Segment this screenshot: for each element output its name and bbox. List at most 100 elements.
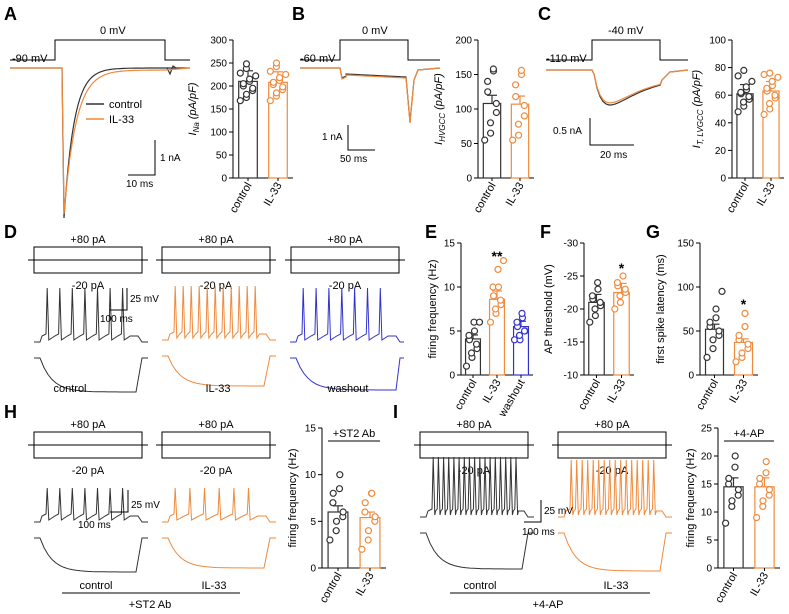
chart-c: 0 20 40 60 80 100 control IL-33 IT, LVGCC (pA/pF) [691,36,784,215]
chartA-ytick-label-6: 300 [210,36,227,47]
panel-h-scalebar [110,490,129,513]
chartE-point-2-4 [520,327,529,335]
panel-c-letter: C [538,4,551,24]
chartH-point-0-7 [335,485,344,493]
chartA-ytick-label-2: 100 [210,128,227,139]
chartH-point-0-1 [332,527,340,535]
panel-h-trace-il33 [162,487,276,569]
chartC-point-1-0 [760,110,768,119]
panel-e-letter: E [425,222,437,242]
panel-b-scale-y: 1 nA [322,132,343,143]
panel-i-scalebar [524,500,542,523]
chartF-ytick-label-1: -25 [564,272,579,283]
chartA-axes [232,40,293,179]
panel-a-hold-label: -90 mV [12,53,48,65]
chartA-point-1-9 [282,70,290,79]
i-ctl-stim-pos-label: +80 pA [456,419,492,431]
panel-c-test-label: -40 mV [608,25,644,37]
chartF-ytick-label-3: -15 [564,338,579,349]
chartB-point-0-0 [481,136,489,144]
panel-i-scale-x: 100 ms [522,527,555,538]
d-wo-stim-neg-label: -20 pA [329,280,362,292]
chartC-ytick-label-5: 100 [709,36,726,47]
chartE-point-1-5 [489,292,498,300]
chartG-point-0-1 [709,345,717,353]
chartF-ylabel: AP threshold (mV) [543,264,555,354]
chartF-xlabel-1: IL-33 [605,378,628,406]
chartB-point-1-3 [520,112,529,120]
chartG-ylabel: first spike latency (ms) [655,254,667,363]
chartF-point-1-0 [611,305,619,313]
chartF-ytick-label-2: -20 [564,305,579,316]
chartE-ytick-label-0: 0 [449,371,455,382]
panel-b: B -60 mV 0 mV 1 nA 50 ms [292,4,441,165]
panel-c-scale-y: 0.5 nA [553,126,582,137]
chartH-point-1-8 [368,489,376,497]
panel-f-letter: F [540,222,551,242]
chartE-point-2-8 [518,309,526,317]
panel-d-letter: D [4,222,17,242]
chartA-point-0-12 [242,60,251,68]
chartF-point-1-2 [616,292,624,300]
panel-c: C -110 mV -40 mV 0.5 nA 20 ms [538,4,689,161]
chartG-ytick-label-0: 0 [688,371,694,382]
panel-d-label-control: control [53,383,86,395]
panel-c-voltage-step [546,39,688,61]
chartA-ytick-label-0: 0 [221,174,227,185]
chartB-point-0-2 [486,119,495,127]
panel-c-trace-il33 [546,69,689,104]
chartA-xlabel-1: IL-33 [262,181,285,209]
chartG-ytick-label-1: 50 [683,327,695,338]
panel-h-trace-control [34,487,148,573]
chartI-point-0-6 [725,474,733,482]
chartA-point-1-0 [266,97,274,105]
chartC-point-0-10 [734,72,742,80]
chartF-point-1-1 [616,298,625,306]
chartI-ytick-label-1: 5 [706,536,712,547]
chartG-point-1-8 [741,309,749,317]
chartI-xlabel-1: IL-33 [748,571,771,599]
panel-d-stimuli: +80 pA -20 pA +80 pA -20 pA +80 pA -20 pA [28,234,405,292]
chartA-point-0-2 [242,90,251,98]
chartI-xlabel-0: control [713,571,740,606]
chartH-point-0-5 [329,499,337,507]
chartB-ytick-label-4: 200 [455,36,472,47]
panel-a-scalebar [128,140,156,176]
chartE-point-1-2 [491,305,500,313]
chartB-xlabel-1: IL-33 [504,181,527,209]
chartC-ylabel: IT, LVGCC (pA/pF) [691,69,705,148]
chartB-point-0-1 [487,129,495,137]
legend-il33-label: IL-33 [109,114,134,126]
chartE-point-0-9 [475,318,484,326]
chartB-ylabel-sub: HVGCC [438,113,447,142]
chartA-ytick-label-5: 250 [210,59,227,70]
chartC-point-1-6 [763,84,771,92]
chartE-point-0-6 [465,331,473,339]
panel-c-trace-control [546,69,689,106]
h-il-stim-neg-label: -20 pA [200,465,233,477]
chartH-point-0-6 [329,489,337,497]
chartC-point-0-0 [734,108,742,116]
chartC-ytick-label-4: 80 [715,63,727,74]
panel-i-stimuli: +80 pA-20 pA+80 pA-20 pA [414,419,672,477]
h-il-stim-pos-label: +80 pA [198,419,234,431]
chartA-point-0-6 [239,80,247,88]
chartC-point-0-6 [737,88,745,97]
chartF-point-1-7 [619,272,627,280]
chartA-xlabel-0: control [228,181,255,216]
panel-a-scale-x: 10 ms [126,179,153,190]
panel-d-label-washout: washout [327,383,369,395]
chartB-point-0-5 [484,88,492,96]
chartF-ytick-label-0: -30 [564,239,579,250]
chartC-point-1-10 [760,70,768,79]
chart-i: 0 5 10 15 20 25 control IL-33 firing frequency (… [685,424,780,606]
chartC-point-1-9 [774,73,782,81]
chartE-point-0-2 [467,349,476,357]
chartH-xlabel-1: IL-33 [354,571,377,599]
chartE-point-1-8 [494,265,502,273]
chartG-point-1-2 [738,349,746,357]
chartA-point-0-8 [246,75,254,83]
chartI-ytick-label-5: 25 [701,424,713,435]
chartI-point-1-7 [762,469,770,477]
